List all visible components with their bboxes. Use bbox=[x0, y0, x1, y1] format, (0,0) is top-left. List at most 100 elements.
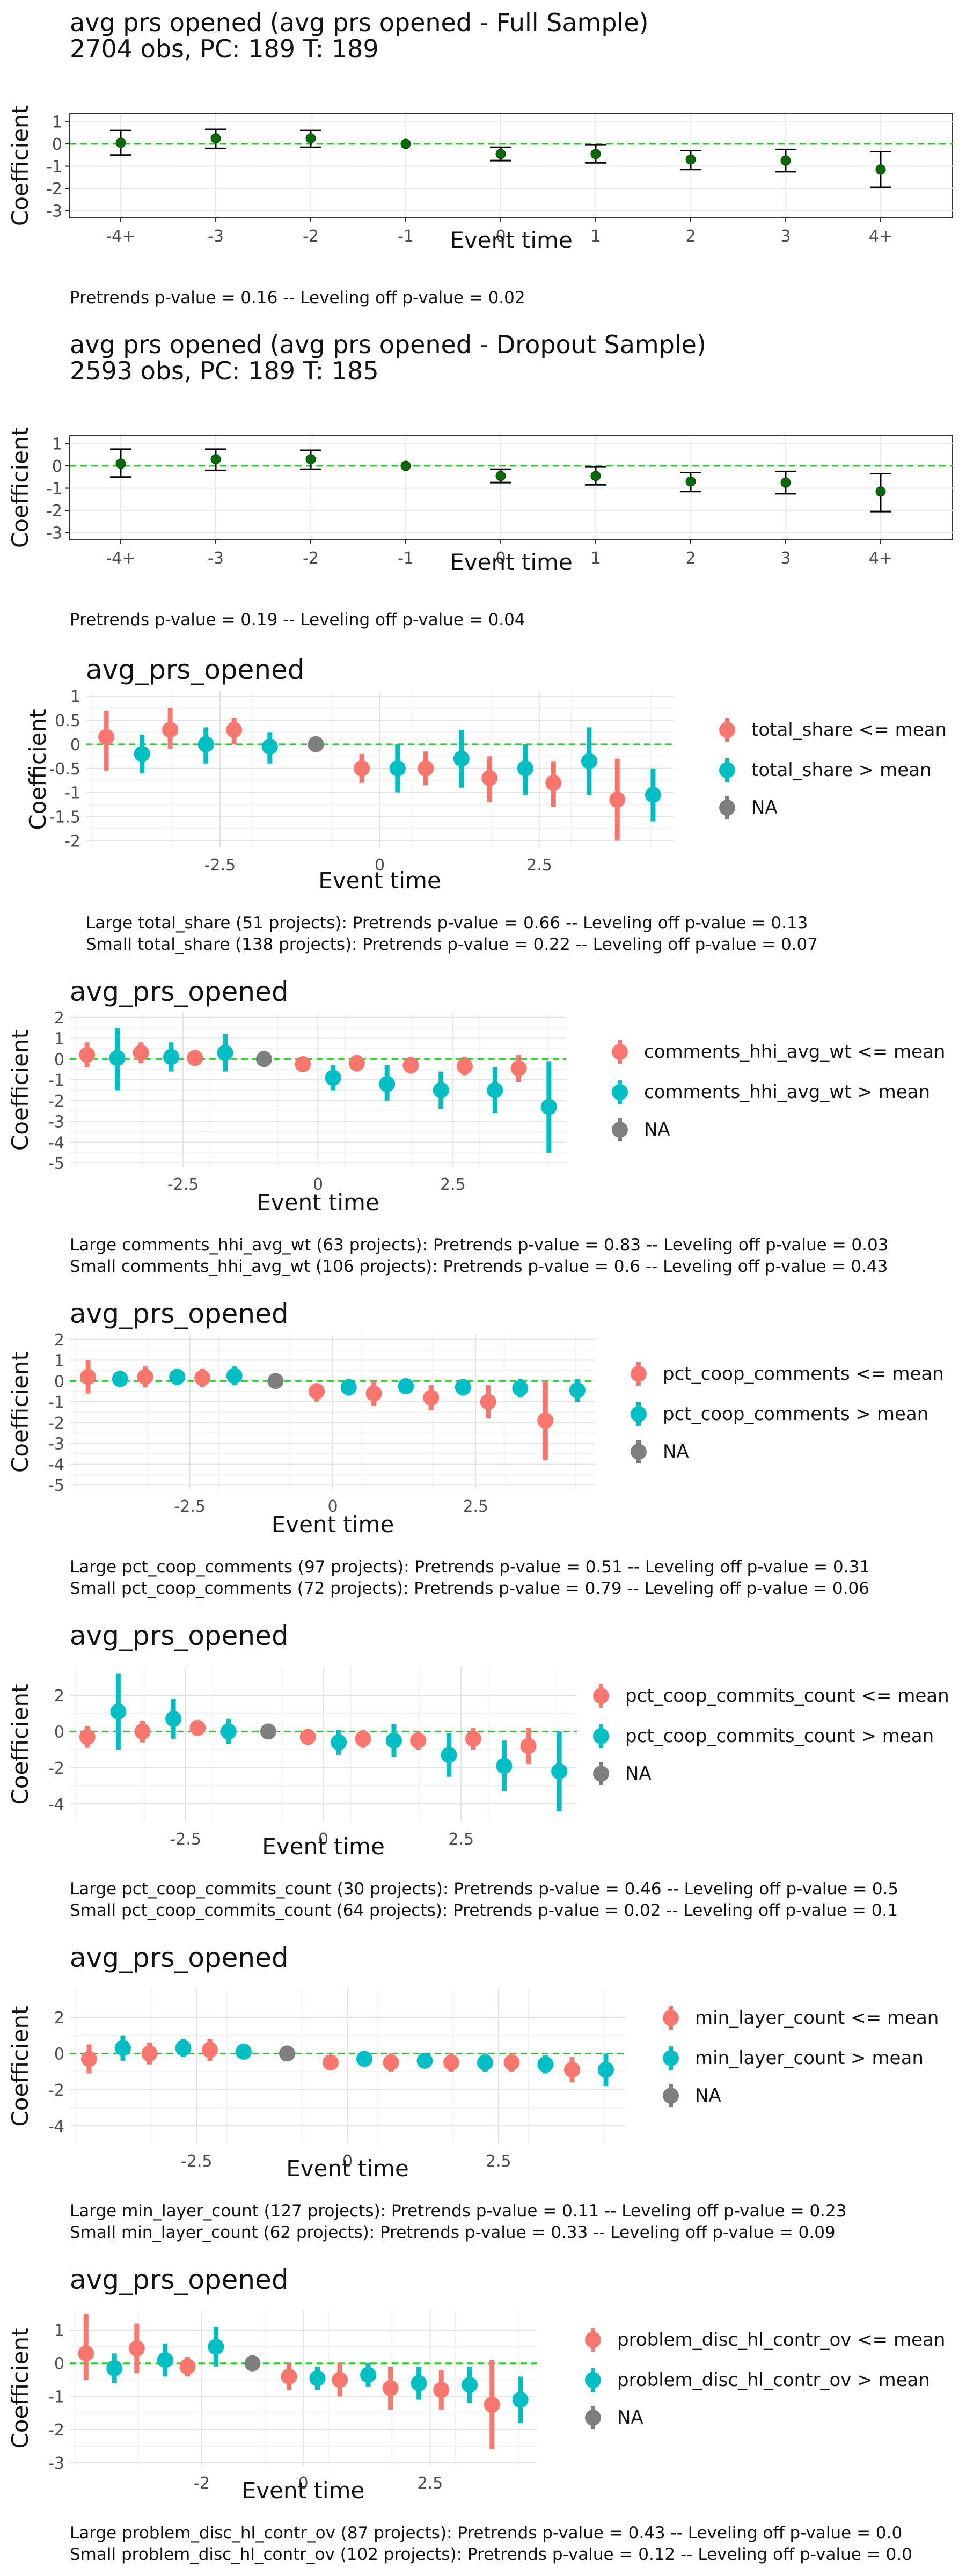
series-0-point bbox=[226, 721, 243, 738]
legend-label: pct_coop_comments > mean bbox=[663, 1403, 928, 1425]
y-tick-label: 0 bbox=[54, 2355, 64, 2374]
p-value-note: Small problem_disc_hl_contr_ov (102 proj… bbox=[70, 2545, 912, 2564]
x-tick-label: 4+ bbox=[869, 227, 892, 246]
y-tick-label: -3 bbox=[48, 1435, 64, 1454]
x-tick-label: -2 bbox=[303, 549, 319, 568]
chart-panel-1: avg prs opened (avg prs opened - Full Sa… bbox=[7, 8, 953, 308]
series-1-point bbox=[441, 1747, 457, 1763]
p-value-note: Large total_share (51 projects): Pretren… bbox=[86, 913, 808, 933]
x-axis-label: Event time bbox=[242, 2477, 365, 2504]
series-0-point bbox=[133, 1044, 149, 1061]
y-tick-label: 0.5 bbox=[55, 712, 80, 730]
p-value-note: Pretrends p-value = 0.19 -- Leveling off… bbox=[70, 610, 525, 630]
y-tick-label: -3 bbox=[48, 1113, 64, 1132]
y-tick-label: -2 bbox=[46, 180, 62, 199]
series-1-point bbox=[416, 2052, 433, 2069]
chart-panel-6: avg_prs_opened 2 0 -2 -4 -2.5 0 2.5 Event time Co… bbox=[7, 1620, 949, 1920]
legend-key-point bbox=[612, 1044, 628, 1060]
legend-item-2: NA bbox=[585, 2406, 643, 2429]
chart-title: avg_prs_opened bbox=[86, 654, 305, 685]
x-tick-label: 2.5 bbox=[440, 1175, 466, 1194]
legend-item-0: total_share <= mean bbox=[719, 718, 947, 742]
y-tick-label: -1 bbox=[48, 2388, 64, 2406]
legend-label: NA bbox=[625, 1763, 652, 1784]
series-1-point bbox=[517, 760, 533, 777]
series-0-point bbox=[480, 1394, 496, 1410]
series-0-point bbox=[443, 2054, 459, 2071]
x-tick-label: 0 bbox=[318, 1830, 328, 1849]
p-value-note: Small pct_coop_comments (72 projects): P… bbox=[70, 1579, 869, 1598]
x-tick-label: 0 bbox=[495, 227, 506, 246]
x-tick-label: 1 bbox=[590, 549, 601, 568]
legend-key-point bbox=[663, 2050, 679, 2066]
series-1-point bbox=[110, 1703, 127, 1720]
series-0-point bbox=[202, 2041, 218, 2058]
chart-title: avg_prs_opened bbox=[70, 1620, 289, 1651]
chart-panel-2: avg prs opened (avg prs opened - Dropout… bbox=[7, 330, 953, 630]
series-1-point bbox=[512, 1380, 529, 1396]
series-1-point bbox=[109, 1050, 126, 1066]
x-tick-label: 4+ bbox=[869, 549, 892, 568]
series-0-point bbox=[383, 2054, 399, 2071]
series-1-point bbox=[540, 1099, 557, 1115]
y-tick-label: 0 bbox=[54, 1050, 64, 1069]
plot-panel bbox=[69, 435, 953, 540]
legend-key-point bbox=[585, 2372, 601, 2388]
legend-key-point bbox=[612, 1122, 628, 1138]
x-tick-label: -3 bbox=[208, 549, 224, 568]
y-tick-label: -1 bbox=[46, 158, 62, 177]
series-1-point bbox=[389, 760, 406, 777]
y-tick-label: -2 bbox=[48, 1759, 64, 1778]
series-1-point bbox=[462, 2376, 478, 2393]
chart-title: avg prs opened (avg prs opened - Dropout… bbox=[70, 330, 706, 359]
legend-key-point bbox=[663, 2010, 679, 2026]
y-axis-label: Coefficient bbox=[7, 1030, 33, 1151]
series-1-point bbox=[340, 1379, 357, 1395]
p-value-note: Large min_layer_count (127 projects): Pr… bbox=[70, 2201, 846, 2221]
y-tick-label: 2 bbox=[54, 1009, 64, 1028]
series-1-point bbox=[226, 1367, 243, 1384]
x-tick-label: 1 bbox=[590, 227, 601, 246]
series-2-point bbox=[260, 1723, 276, 1740]
x-tick-label: 2.5 bbox=[448, 1830, 474, 1849]
series-0-point bbox=[484, 2396, 500, 2413]
legend-item-2: NA bbox=[631, 1440, 689, 1463]
chart-title: avg prs opened (avg prs opened - Full Sa… bbox=[70, 8, 649, 37]
legend-label: pct_coop_comments <= mean bbox=[663, 1363, 944, 1385]
x-axis-label: Event time bbox=[286, 2155, 409, 2182]
legend-label: min_layer_count > mean bbox=[695, 2047, 924, 2069]
series-1-point bbox=[433, 1082, 449, 1099]
x-tick-label: 2.5 bbox=[486, 2152, 511, 2171]
series-0-point bbox=[81, 2051, 97, 2067]
coefficient-point bbox=[780, 477, 791, 488]
series-2-point bbox=[279, 2045, 295, 2062]
series-0-point bbox=[162, 721, 179, 738]
legend-item-1: pct_coop_commits_count > mean bbox=[593, 1724, 934, 1748]
series-0-point bbox=[609, 792, 626, 808]
legend-label: NA bbox=[617, 2407, 643, 2428]
y-tick-label: -2 bbox=[46, 502, 62, 521]
y-tick-label: -1 bbox=[48, 1393, 64, 1412]
series-1-point bbox=[115, 2040, 131, 2057]
series-0-point bbox=[520, 1738, 537, 1754]
legend-item-1: min_layer_count > mean bbox=[663, 2046, 924, 2070]
legend-item-1: pct_coop_comments > mean bbox=[631, 1402, 928, 1426]
series-0-point bbox=[382, 2380, 399, 2396]
series-1-point bbox=[569, 1382, 586, 1399]
legend-key-point bbox=[631, 1406, 647, 1422]
coefficient-point bbox=[780, 155, 791, 166]
x-axis-label: Event time bbox=[318, 867, 441, 894]
coefficient-point bbox=[685, 476, 696, 487]
y-axis-label: Coefficient bbox=[7, 427, 33, 548]
series-0-point bbox=[98, 729, 115, 745]
series-0-point bbox=[510, 1060, 527, 1077]
coefficient-point bbox=[210, 133, 221, 144]
chart-title: avg_prs_opened bbox=[70, 2264, 289, 2295]
y-tick-label: 1 bbox=[54, 2322, 64, 2340]
series-0-point bbox=[354, 760, 370, 777]
x-tick-label: 0 bbox=[327, 1497, 338, 1516]
coefficient-point bbox=[685, 154, 696, 165]
x-tick-label: -2 bbox=[194, 2474, 210, 2493]
series-1-point bbox=[496, 1758, 513, 1774]
legend-item-0: min_layer_count <= mean bbox=[663, 2006, 939, 2030]
